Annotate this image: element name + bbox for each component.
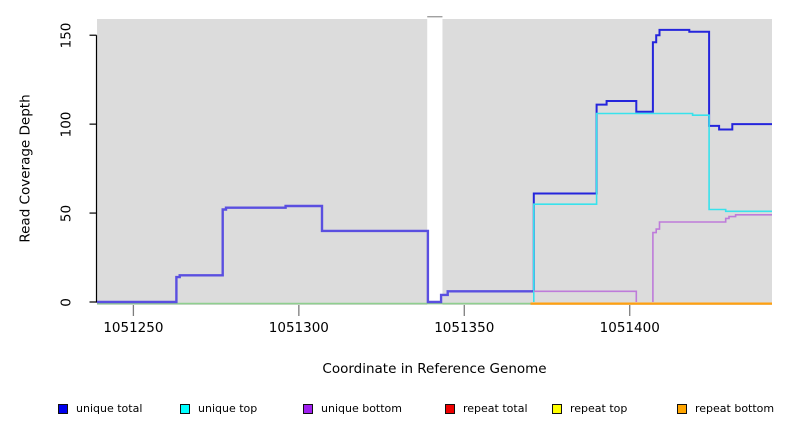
x-tick-label: 1051400	[599, 320, 660, 336]
x-axis-title: Coordinate in Reference Genome	[322, 361, 547, 377]
gap-top-border	[427, 16, 443, 18]
plot-panel-left	[97, 19, 428, 305]
series-line-unique-total	[532, 28, 772, 292]
series-line-unique-bottom-fall	[533, 290, 638, 302]
y-tick-label: 0	[58, 297, 75, 307]
y-tick-label: 100	[58, 111, 75, 138]
series-line-unique-top	[533, 112, 772, 302]
x-tick-label: 1051300	[268, 320, 329, 336]
plot-panel-right	[442, 19, 772, 305]
series-line-unique-bottom-rise	[652, 214, 772, 302]
x-tick-label: 1051250	[103, 320, 164, 336]
x-tick-label: 1051350	[434, 320, 495, 336]
y-axis-title: Read Coverage Depth	[17, 94, 34, 243]
y-tick-label: 150	[58, 22, 75, 49]
y-tick-label: 50	[58, 204, 75, 222]
series-line-unique-total-overlapped-by-unique-bottom	[97, 204, 534, 304]
